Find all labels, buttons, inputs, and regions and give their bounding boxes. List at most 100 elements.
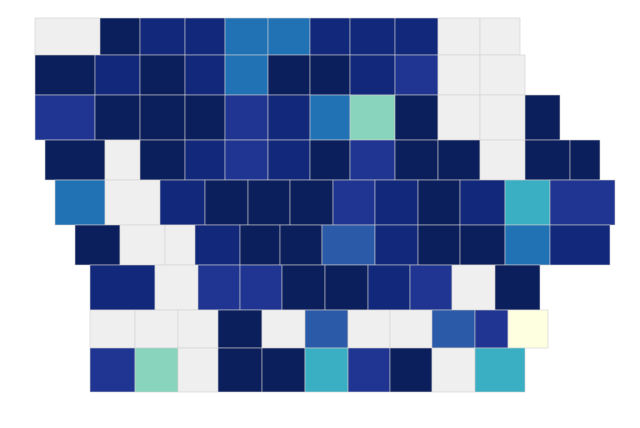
county (374, 224, 419, 266)
county (44, 139, 106, 181)
county (104, 139, 141, 181)
county (431, 347, 476, 393)
county (247, 179, 291, 226)
county (94, 94, 141, 141)
county (267, 54, 311, 96)
county (224, 139, 269, 181)
county (479, 94, 526, 141)
county (134, 347, 179, 393)
county (239, 224, 281, 266)
county (281, 264, 326, 311)
county (474, 309, 509, 349)
county (524, 94, 561, 141)
county (34, 54, 96, 96)
county (309, 17, 351, 56)
county (389, 347, 433, 393)
county (267, 94, 311, 141)
county (349, 139, 396, 181)
county (374, 179, 419, 226)
county (267, 139, 311, 181)
county (437, 17, 481, 56)
county (417, 224, 461, 266)
county (164, 224, 196, 266)
county (184, 54, 226, 96)
county (417, 179, 461, 226)
county (494, 264, 541, 311)
county (569, 139, 601, 181)
county (459, 179, 506, 226)
county (224, 17, 269, 56)
county (349, 94, 396, 141)
county (239, 264, 283, 311)
county (394, 54, 439, 96)
county (197, 264, 241, 311)
county (524, 139, 571, 181)
county (507, 309, 549, 349)
county (194, 224, 241, 266)
county (304, 347, 349, 393)
county (74, 224, 121, 266)
county (349, 17, 396, 56)
county (224, 94, 269, 141)
county (139, 94, 186, 141)
county (347, 309, 391, 349)
county (394, 94, 439, 141)
county (321, 224, 376, 266)
county (177, 309, 219, 349)
county (204, 179, 249, 226)
county (139, 139, 186, 181)
county (479, 17, 521, 56)
county (459, 224, 506, 266)
county (267, 17, 311, 56)
county (451, 264, 496, 311)
county (261, 309, 306, 349)
county (184, 17, 226, 56)
county (504, 224, 551, 266)
county (224, 54, 269, 96)
county (217, 347, 263, 393)
county (479, 139, 526, 181)
county (104, 179, 161, 226)
county (34, 17, 101, 56)
county (119, 224, 166, 266)
county (309, 94, 351, 141)
county (89, 264, 156, 311)
county (184, 139, 226, 181)
county (367, 264, 411, 311)
county (154, 264, 199, 311)
county (304, 309, 349, 349)
county (549, 179, 616, 226)
county (89, 309, 136, 349)
county (394, 17, 439, 56)
county (389, 309, 433, 349)
county (184, 94, 226, 141)
county (34, 94, 96, 141)
county (504, 179, 551, 226)
county (177, 347, 219, 393)
county (474, 347, 526, 393)
county (99, 17, 141, 56)
county (54, 179, 106, 226)
county (332, 179, 376, 226)
county (437, 94, 481, 141)
county (134, 309, 179, 349)
county (324, 264, 369, 311)
county (139, 54, 186, 96)
county (437, 139, 481, 181)
county (217, 309, 263, 349)
county (261, 347, 306, 393)
county (309, 54, 351, 96)
county (289, 179, 334, 226)
county (347, 347, 391, 393)
county (479, 54, 526, 96)
county (431, 309, 476, 349)
county (349, 54, 396, 96)
county (94, 54, 141, 96)
county (89, 347, 136, 393)
county (159, 179, 206, 226)
county (549, 224, 611, 266)
county (409, 264, 453, 311)
county (279, 224, 323, 266)
county (394, 139, 439, 181)
